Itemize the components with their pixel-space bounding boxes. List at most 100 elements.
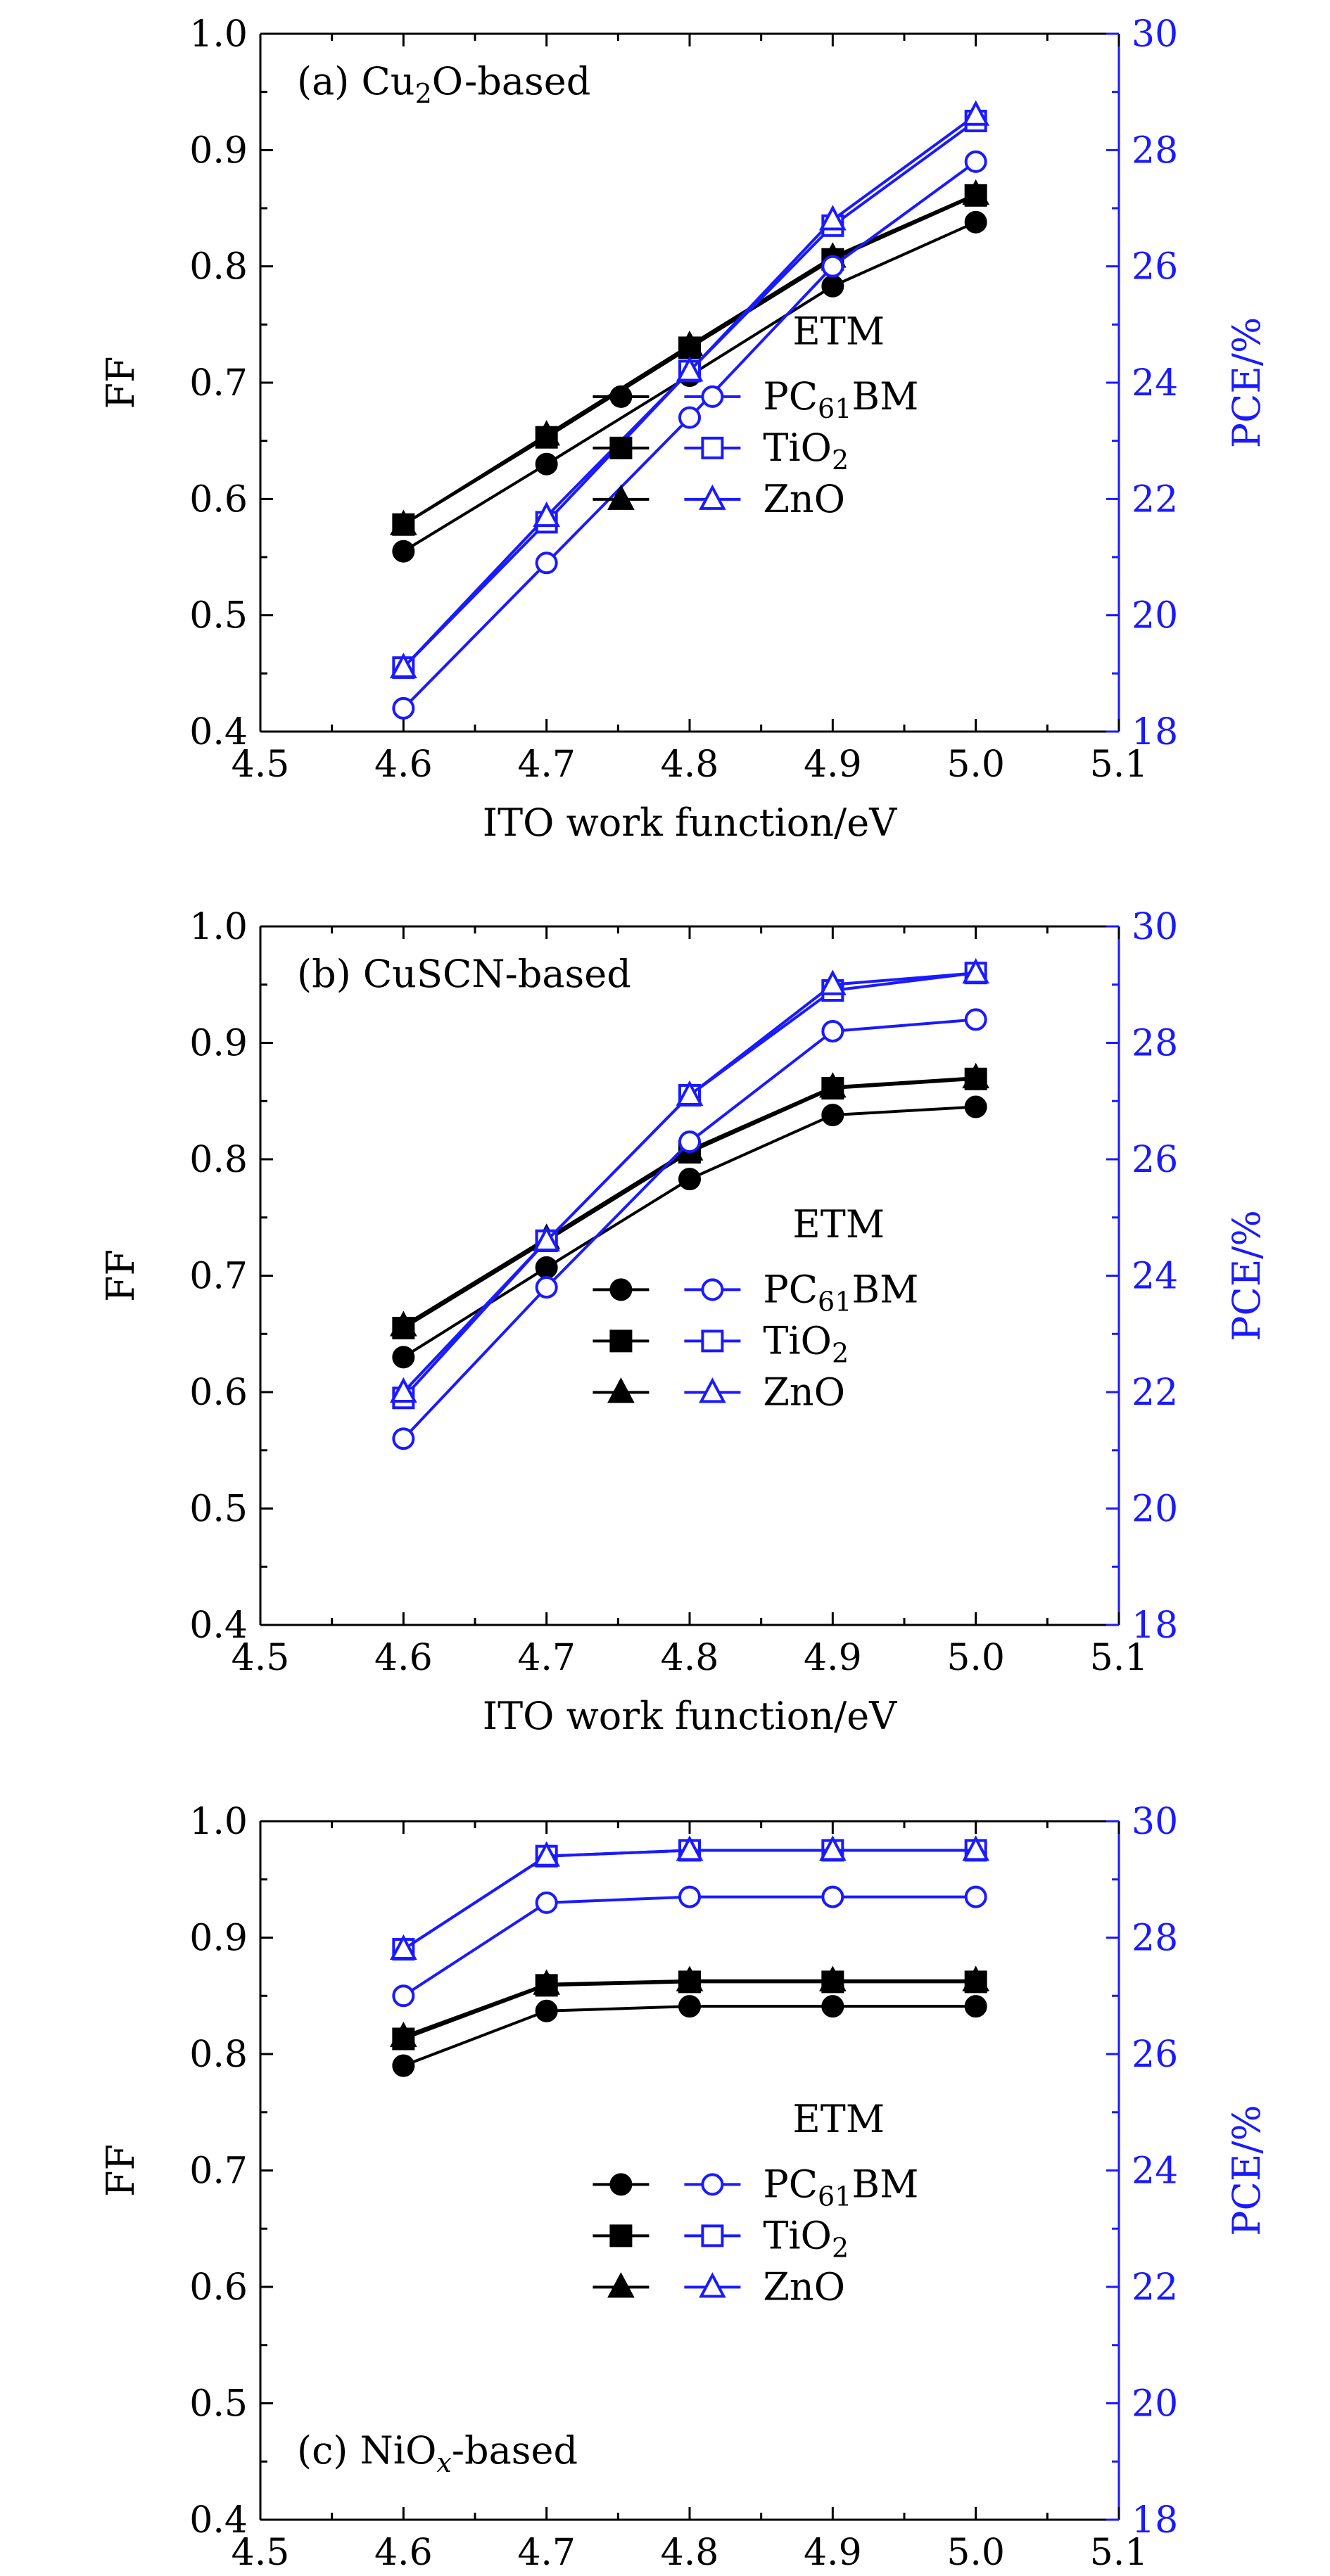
data-point-triangle <box>533 1841 561 1867</box>
x-tick-label: 4.6 <box>374 744 433 786</box>
legend-marker-pce <box>699 2272 726 2298</box>
y-right-tick-label: 20 <box>1132 595 1178 637</box>
data-point-circle <box>535 1891 558 1914</box>
y-left-tick-label-text: 0.5 <box>189 2383 248 2425</box>
x-tick-label: 4.8 <box>661 744 719 786</box>
y-right-tick-label-text: 22 <box>1132 478 1178 521</box>
legend-entry-square: TiO2 <box>593 2213 849 2263</box>
y-left-tick-label-text: 0.6 <box>189 1372 248 1414</box>
legend-marker-ff <box>609 1330 633 1353</box>
y-right-tick-label: 30 <box>1132 13 1178 56</box>
legend-label: ZnO <box>763 1370 845 1414</box>
x-tick-label: 5.1 <box>1090 1637 1148 1679</box>
data-point-triangle <box>819 205 847 231</box>
data-point-circle <box>821 274 844 298</box>
x-tick-label: 5.1 <box>1090 2532 1148 2574</box>
y-left-tick-label-text: 1.0 <box>189 906 248 948</box>
series-ff-circle <box>392 1095 987 1369</box>
y-left-tick-label: 0.6 <box>189 478 248 521</box>
x-tick-label-text: 4.8 <box>661 744 719 786</box>
y-left-tick-label: 0.7 <box>189 2150 248 2193</box>
data-point-triangle <box>962 1835 989 1861</box>
y-right-tick-label-text: 18 <box>1132 711 1178 753</box>
x-tick-label: 4.6 <box>374 2532 433 2574</box>
legend-label-main: PC <box>763 1267 818 1311</box>
legend-label-tail: BM <box>851 2162 918 2206</box>
y-right-tick-label-text: 26 <box>1132 1139 1178 1181</box>
legend-title-text: ETM <box>792 1202 885 1246</box>
y-left-tick-label: 0.8 <box>189 1139 248 1181</box>
data-point-circle <box>535 1276 558 1299</box>
y-right-tick-label-text: 28 <box>1132 1023 1178 1065</box>
data-point-triangle <box>962 179 989 205</box>
data-point-circle <box>821 1019 844 1042</box>
y-left-axis-title: FF <box>99 357 143 409</box>
data-point-circle <box>821 1995 844 2018</box>
y-right-tick-label-text: 18 <box>1132 1605 1178 1647</box>
y-left-tick-label: 0.5 <box>189 2383 248 2425</box>
y-right-tick-label: 18 <box>1132 711 1178 753</box>
data-point-triangle <box>962 1965 989 1991</box>
legend-marker-pce <box>699 1377 726 1403</box>
legend-label-main: TiO <box>763 426 832 470</box>
y-left-axis-title-text: FF <box>99 2144 143 2197</box>
x-tick-label-text: 5.0 <box>946 1637 1005 1679</box>
y-right-tick-label-text: 30 <box>1132 13 1178 56</box>
data-point-circle <box>964 210 987 234</box>
legend-label: PC61BM <box>763 374 918 424</box>
y-left-tick-label-text: 0.4 <box>189 2499 248 2542</box>
legend-title: ETM <box>792 2097 885 2141</box>
y-right-tick-label: 26 <box>1132 1139 1178 1181</box>
data-point-triangle <box>389 509 417 535</box>
x-tick-label: 4.8 <box>661 2532 719 2574</box>
legend-marker-pce <box>701 2173 724 2196</box>
y-right-tick-label-text: 18 <box>1132 2499 1178 2542</box>
x-tick-label-text: 5.1 <box>1090 744 1148 786</box>
legend-label-main: PC <box>763 374 818 419</box>
y-left-tick-label: 1.0 <box>189 13 248 56</box>
y-left-tick-label-text: 0.8 <box>189 246 248 288</box>
y-left-tick-label-text: 0.4 <box>189 1605 248 1647</box>
legend-label: PC61BM <box>763 1267 918 1317</box>
y-right-tick-label: 22 <box>1132 1372 1178 1414</box>
y-left-tick-label-text: 0.7 <box>189 362 248 404</box>
y-left-tick-label-text: 0.9 <box>189 129 248 172</box>
data-point-circle <box>678 406 701 429</box>
data-point-circle <box>964 1095 987 1118</box>
y-left-tick-label: 1.0 <box>189 1801 248 1843</box>
data-point-circle <box>964 1885 987 1908</box>
data-point-circle <box>535 1999 558 2022</box>
x-tick-label-text: 5.0 <box>946 744 1005 786</box>
legend-marker-ff <box>609 385 633 408</box>
y-right-tick-label: 24 <box>1132 2150 1178 2193</box>
y-right-tick-label-text: 24 <box>1132 1256 1178 1298</box>
legend-title-text: ETM <box>792 2097 885 2141</box>
legend-label-subscript: 61 <box>818 2181 851 2212</box>
series-pce-circle <box>392 1885 987 2008</box>
x-tick-label: 4.5 <box>232 744 290 786</box>
x-tick-label-text: 4.8 <box>661 1637 719 1679</box>
data-point-triangle <box>389 1934 417 1960</box>
data-point-circle <box>821 255 844 278</box>
y-right-tick-label: 18 <box>1132 1605 1178 1647</box>
x-tick-label: 4.7 <box>517 1637 576 1679</box>
data-point-circle <box>535 551 558 575</box>
legend-marker-pce <box>701 385 724 408</box>
series-pce-triangle <box>389 957 989 1403</box>
y-left-tick-label-text: 0.4 <box>189 711 248 753</box>
y-right-tick-label: 20 <box>1132 2383 1178 2425</box>
x-tick-label-text: 5.1 <box>1090 1637 1148 1679</box>
legend-label-subscript: 2 <box>832 445 849 476</box>
y-right-tick-label: 26 <box>1132 246 1178 288</box>
y-right-tick-label: 28 <box>1132 1023 1178 1065</box>
y-left-tick-label-text: 1.0 <box>189 1801 248 1843</box>
data-point-circle <box>964 1008 987 1031</box>
x-tick-label-text: 4.5 <box>232 1637 290 1679</box>
x-tick-label-text: 5.0 <box>946 2532 1005 2574</box>
data-point-circle <box>392 2054 415 2077</box>
series-pce-circle <box>392 1008 987 1450</box>
y-left-tick-label: 0.8 <box>189 246 248 288</box>
y-right-tick-label: 30 <box>1132 1801 1178 1843</box>
y-right-axis-title: PCE/% <box>1224 317 1269 449</box>
